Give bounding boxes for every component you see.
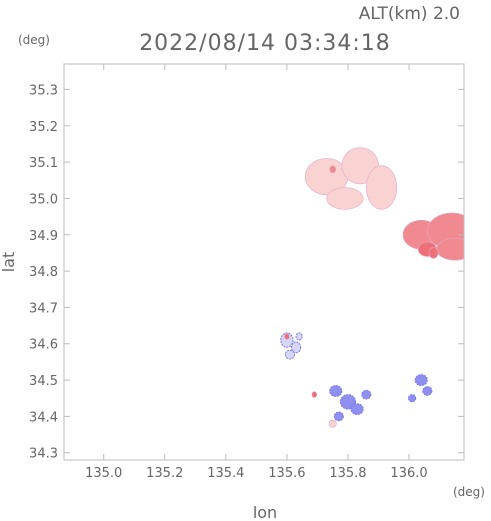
y-tick-label: 34.7 — [29, 301, 58, 316]
echo-cell — [422, 386, 433, 396]
echo-region — [311, 391, 318, 398]
echo-region — [328, 419, 337, 428]
echo-region — [329, 165, 337, 174]
y-tick-label: 35.0 — [29, 192, 58, 207]
echo-cell — [333, 411, 344, 422]
echo-cell — [280, 332, 294, 348]
echo-cell — [339, 394, 357, 410]
echo-cell — [295, 332, 303, 341]
echo-cell — [361, 389, 372, 400]
y-tick-label: 34.8 — [29, 265, 58, 280]
echo-cell — [365, 165, 398, 210]
y-tick-label: 35.2 — [29, 120, 58, 135]
x-tick-label: 135.2 — [146, 466, 183, 481]
y-tick-label: 35.1 — [29, 156, 58, 171]
echo-cell — [350, 403, 364, 416]
y-tick-label: 34.3 — [29, 447, 58, 462]
plot-frame — [63, 63, 465, 461]
echo-region — [329, 385, 372, 422]
echo-region — [402, 212, 464, 261]
echo-cell — [326, 187, 364, 210]
echo-region — [280, 332, 303, 360]
echo-cell — [290, 341, 302, 354]
y-tick-label: 34.6 — [29, 338, 58, 353]
echo-cell — [436, 238, 464, 261]
x-tick-label: 135.0 — [85, 466, 122, 481]
echo-region — [284, 333, 290, 340]
echo-cell — [428, 247, 439, 259]
echo-region — [304, 147, 398, 210]
echo-cell — [329, 165, 337, 174]
y-unit-label: (deg) — [18, 33, 50, 47]
echo-cell — [328, 419, 337, 428]
y-axis-label: lat — [0, 252, 18, 273]
x-tick-label: 135.6 — [268, 466, 305, 481]
x-unit-label: (deg) — [453, 485, 485, 499]
y-tick-label: 34.4 — [29, 410, 58, 425]
echo-cell — [414, 374, 428, 387]
echo-cell — [284, 349, 296, 360]
x-tick-label: 136.0 — [390, 466, 427, 481]
y-tick-label: 34.9 — [29, 229, 58, 244]
y-tick-label: 34.5 — [29, 374, 58, 389]
axis-ticks: 135.0 135.2 135.4 135.6 135.8 136.0 34.3 34.4 34… — [29, 64, 464, 481]
x-tick-label: 135.8 — [329, 466, 366, 481]
echo-cell — [311, 391, 318, 398]
y-tick-label: 35.3 — [29, 83, 58, 98]
x-tick-label: 135.4 — [207, 466, 244, 481]
echo-cell — [407, 394, 417, 403]
x-axis-label: lon — [253, 503, 277, 521]
echo-cell — [329, 385, 343, 397]
altitude-label: ALT(km) 2.0 — [359, 4, 460, 24]
echo-cell — [284, 333, 290, 340]
timestamp-title: 2022/08/14 03:34:18 — [139, 31, 391, 56]
plot-area — [280, 147, 464, 428]
echo-region — [407, 374, 433, 403]
echo-region — [417, 241, 439, 259]
